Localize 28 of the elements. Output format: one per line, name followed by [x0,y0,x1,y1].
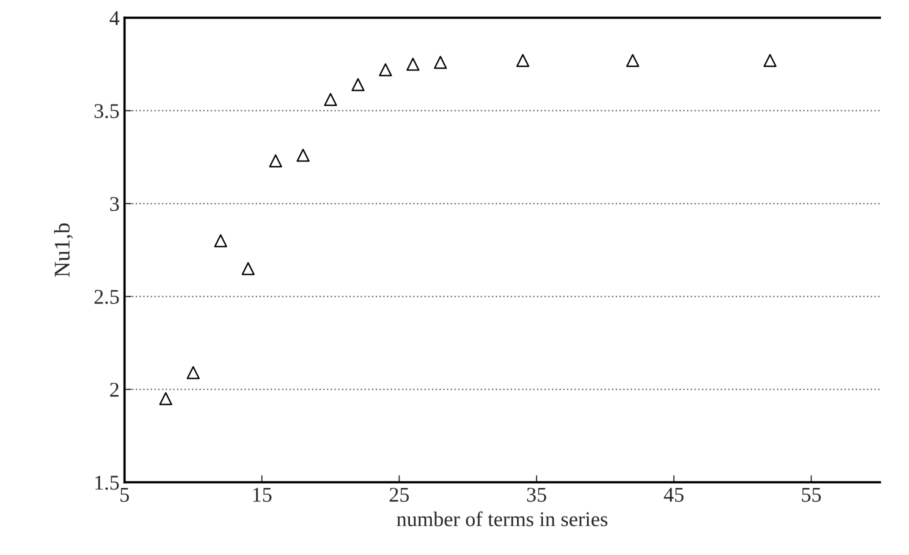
point [378,63,392,76]
y-tick-label: 2.5 [94,290,119,304]
point [626,54,640,67]
x-tick-label: 25 [390,488,409,502]
point [434,56,447,69]
point [406,58,420,71]
point [352,78,365,92]
point [764,54,777,67]
x-axis-title: number of terms in series [396,511,608,526]
point [296,148,310,162]
point [214,234,228,248]
x-tick-label: 15 [253,488,272,502]
x-tick-label: 35 [527,488,546,502]
y-tick-label: 4 [110,11,120,25]
y-tick-label: 3 [110,197,119,212]
point [269,154,282,168]
point [242,262,255,276]
point [324,93,338,106]
y-tick-label: 1.5 [95,476,119,490]
y-tick-label: 2 [110,382,119,397]
y-axis-title: Nu1,b [54,223,73,277]
point [159,392,172,406]
x-tick-label: 55 [802,488,821,502]
x-tick-label: 5 [120,488,129,502]
point [186,366,200,380]
x-tick-label: 45 [664,488,684,502]
point [516,54,530,67]
y-tick-label: 3.5 [94,104,119,118]
